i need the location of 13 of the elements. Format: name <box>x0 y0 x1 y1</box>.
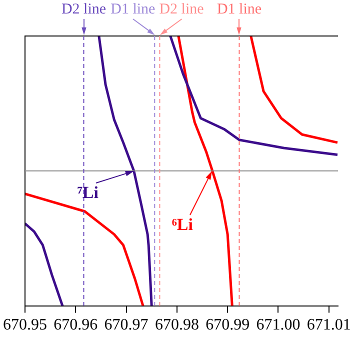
x-tick-label: 671.00 <box>256 316 300 334</box>
ref-line-label: D2 line <box>61 1 106 18</box>
annotation: ⁶Li <box>172 214 194 234</box>
x-tick-label: 671.01 <box>306 316 351 334</box>
x-tick-label: 670.95 <box>3 316 47 334</box>
annotation: ⁷Li <box>77 182 99 202</box>
ref-line-label: D1 line <box>110 1 156 18</box>
ref-line-label: D2 line <box>159 1 204 18</box>
x-tick-label: 670.97 <box>104 316 148 334</box>
x-tick-label: 670.99 <box>206 316 250 334</box>
x-tick-label: 670.98 <box>154 316 199 334</box>
x-tick-label: 670.96 <box>54 316 98 334</box>
ref-line-label: D1 line <box>216 1 262 18</box>
